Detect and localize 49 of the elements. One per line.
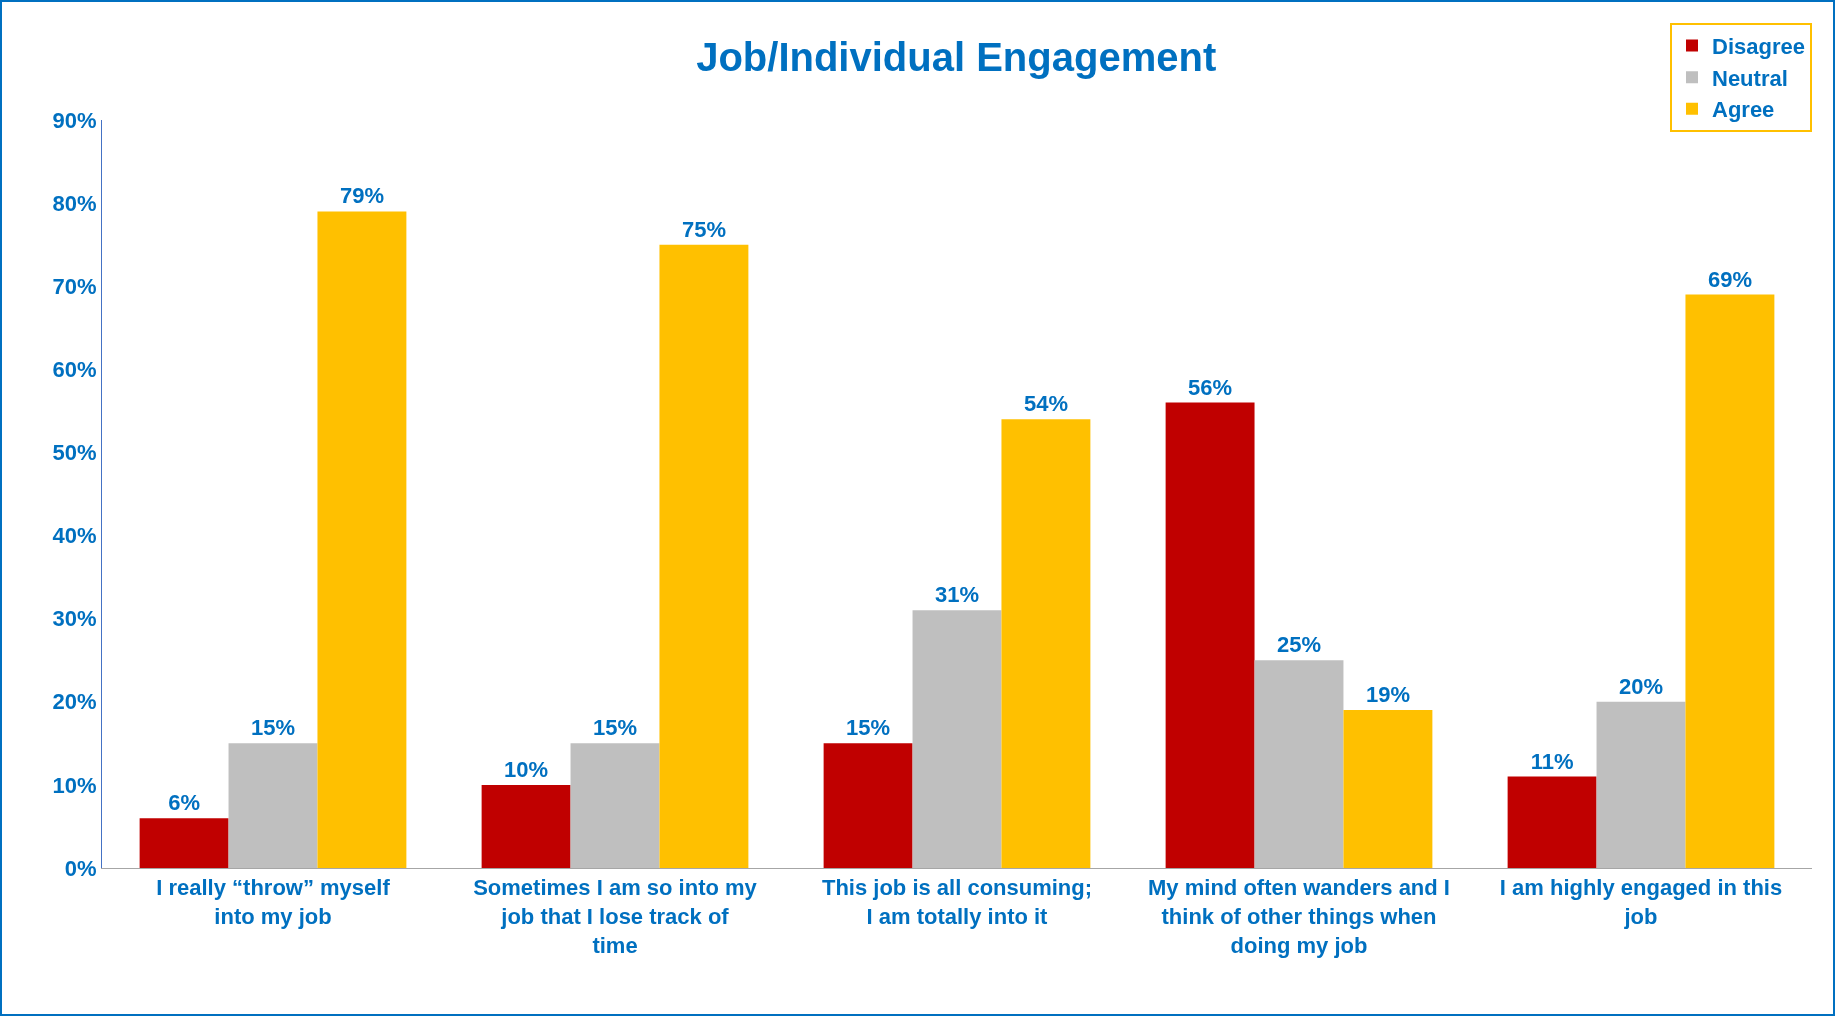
bar bbox=[481, 784, 571, 868]
bar bbox=[1507, 776, 1597, 868]
x-tick-label: My mind often wanders and I think of other things when doing my job bbox=[1148, 875, 1450, 958]
y-tick-label: 70% bbox=[52, 273, 97, 299]
data-label: 69% bbox=[1707, 266, 1752, 292]
legend-label: Neutral bbox=[1712, 65, 1788, 91]
bar bbox=[1165, 402, 1255, 868]
y-tick-label: 50% bbox=[52, 440, 97, 466]
data-label: 31% bbox=[934, 582, 980, 608]
data-label: 11% bbox=[1530, 748, 1574, 774]
bar bbox=[139, 818, 229, 868]
data-label: 19% bbox=[1365, 682, 1410, 708]
data-label: 79% bbox=[339, 183, 384, 209]
x-tick-label: I really “throw” myself into my job bbox=[156, 875, 391, 929]
bar bbox=[1001, 419, 1091, 868]
bar bbox=[228, 743, 318, 868]
x-tick-label: This job is all consuming; I am totally into it bbox=[821, 875, 1093, 929]
bar bbox=[912, 610, 1002, 868]
bar bbox=[1596, 701, 1686, 868]
y-tick-label: 40% bbox=[52, 523, 97, 549]
y-tick-label: 0% bbox=[64, 855, 97, 881]
bar bbox=[1254, 660, 1344, 868]
data-label: 15% bbox=[250, 715, 296, 741]
data-label: 54% bbox=[1023, 391, 1068, 417]
y-tick-label: 60% bbox=[52, 357, 97, 383]
bar bbox=[659, 244, 749, 868]
data-label: 6% bbox=[168, 790, 200, 816]
data-label: 10% bbox=[504, 756, 549, 782]
bar bbox=[317, 211, 407, 868]
bar bbox=[823, 743, 913, 868]
legend-label: Agree bbox=[1712, 97, 1775, 123]
data-label: 75% bbox=[681, 216, 726, 242]
data-label: 25% bbox=[1276, 632, 1322, 658]
y-tick-label: 80% bbox=[52, 190, 97, 216]
y-tick-label: 30% bbox=[52, 606, 97, 632]
bar bbox=[570, 743, 660, 868]
data-label: 15% bbox=[592, 715, 638, 741]
legend-label: Disagree bbox=[1712, 34, 1805, 60]
data-label: 56% bbox=[1188, 374, 1233, 400]
y-tick-label: 20% bbox=[52, 689, 97, 715]
data-label: 15% bbox=[846, 715, 891, 741]
chart-title: Job/Individual Engagement bbox=[696, 34, 1217, 79]
y-tick-label: 10% bbox=[52, 772, 97, 798]
x-tick-label: Sometimes I am so into my job that I lose track of time bbox=[473, 875, 758, 958]
bar bbox=[1343, 710, 1433, 868]
x-tick-label: I am highly engaged in this job bbox=[1499, 875, 1783, 929]
bar bbox=[1685, 294, 1775, 868]
data-label: 20% bbox=[1618, 673, 1664, 699]
y-tick-label: 90% bbox=[52, 107, 97, 133]
